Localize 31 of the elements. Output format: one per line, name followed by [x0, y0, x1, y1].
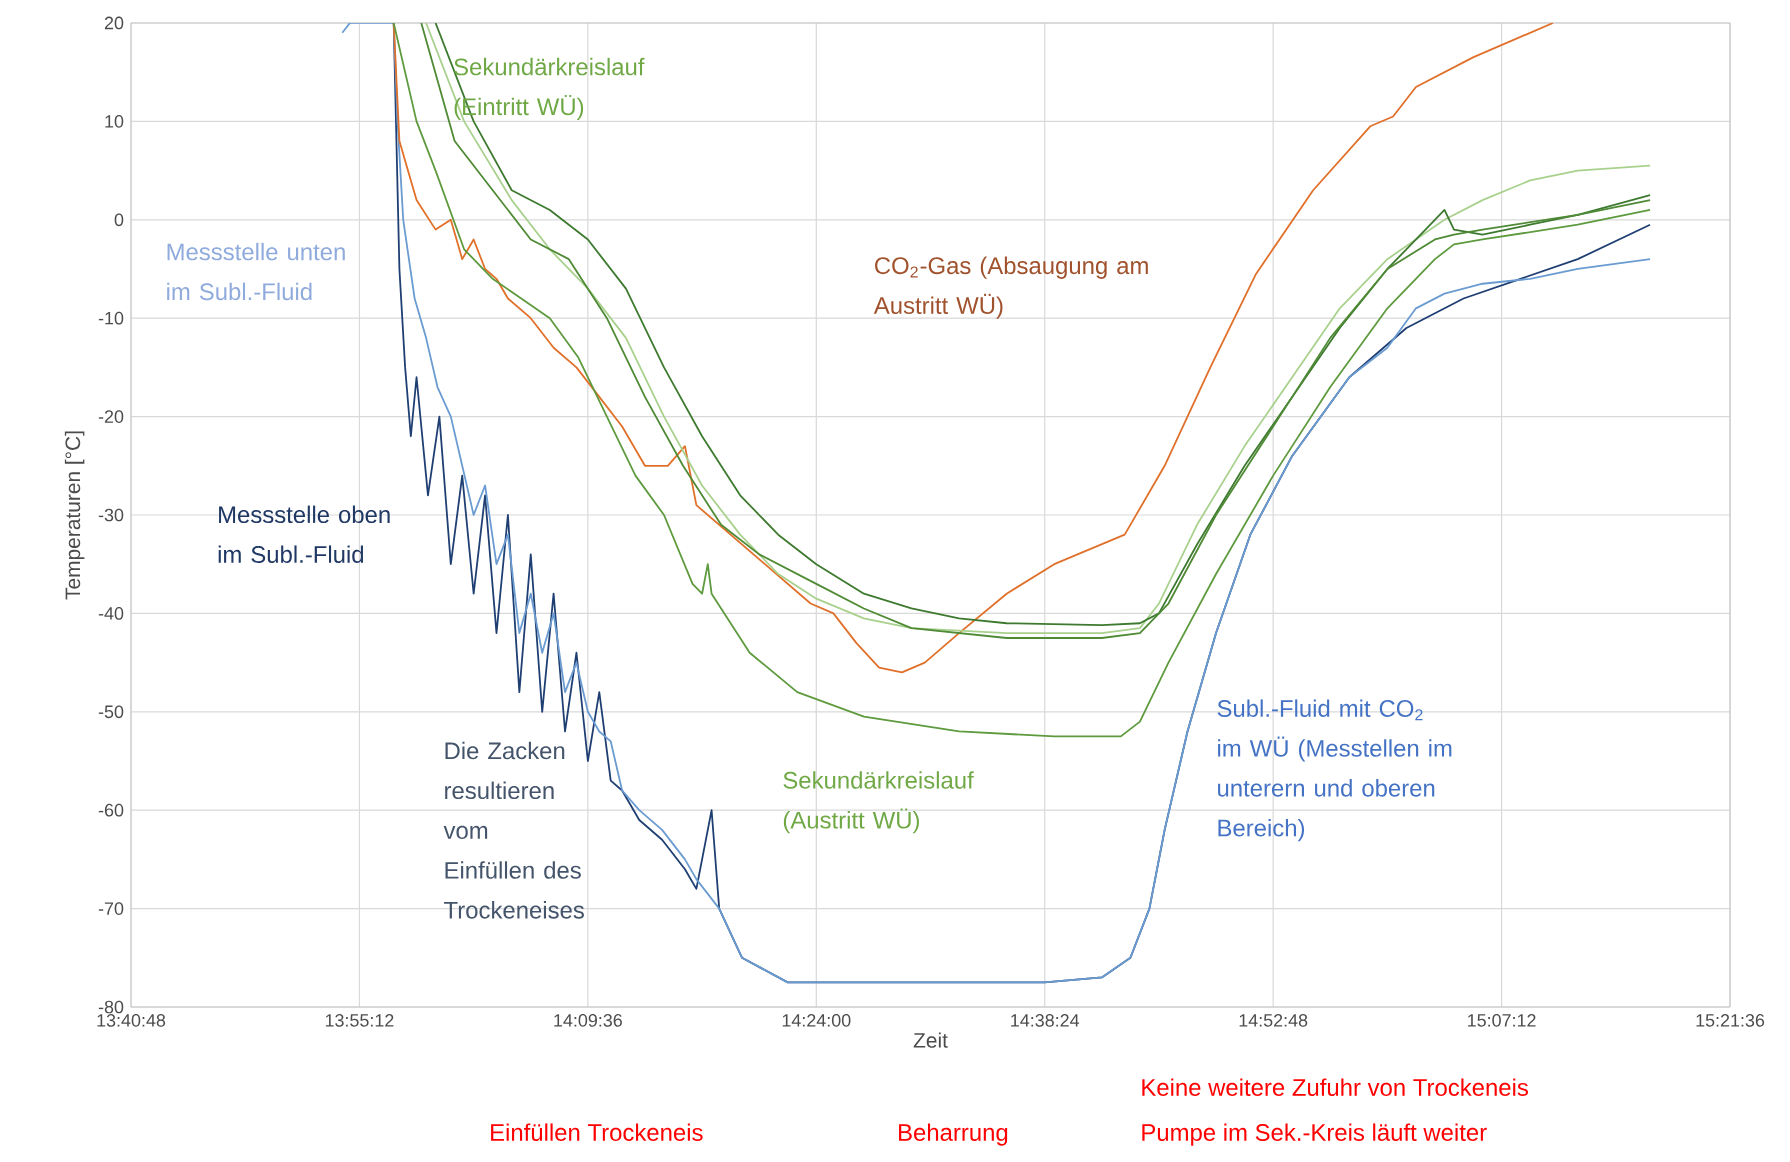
y-tick-label: -10 — [98, 311, 124, 325]
x-tick-label: 14:24:00 — [782, 1014, 851, 1027]
x-tick-label: 15:07:12 — [1468, 1014, 1536, 1027]
annotation: Sekundärkreislauf (Austritt WÜ) — [783, 771, 974, 834]
text: Beharrung — [899, 1123, 1008, 1146]
text: Keine weitere Zufuhr von Trockeneis — [1142, 1078, 1528, 1096]
x-tick-label: 14:09:36 — [554, 1014, 622, 1027]
x-tick-label: 13:40:48 — [97, 1014, 166, 1027]
x-tick-label: 14:52:48 — [1239, 1014, 1308, 1027]
x-tick-label: 13:55:12 — [325, 1014, 394, 1027]
annotation: Messstelle oben im Subl.-Fluid — [218, 505, 390, 563]
y-tick-label: -60 — [98, 803, 124, 817]
x-tick-label: 15:21:36 — [1696, 1014, 1765, 1027]
annotation: CO$_{2}$-Gas (Absaugung am Austritt WÜ) — [873, 256, 1148, 319]
x-axis-title: Zeit — [913, 1032, 948, 1048]
y-tick-label: -20 — [98, 410, 124, 423]
text: Einfüllen Trockeneis — [491, 1123, 703, 1141]
y-tick-label: 10 — [105, 115, 124, 128]
y-tick-label: -40 — [98, 607, 124, 620]
annotation: Die Zacken resultieren vom Einfüllen des Trockeneises — [443, 741, 584, 919]
y-tick-label: -80 — [98, 1000, 124, 1014]
annotation: Subl.-Fluid mit CO$_{2}$ im WÜ (Messtellen im unterern und oberen Bereich) — [1217, 699, 1452, 842]
annotation: Messstelle unten im Subl.-Fluid — [167, 242, 345, 301]
x-tick-label: 14:38:24 — [1011, 1014, 1080, 1027]
y-tick-label: 0 — [114, 213, 124, 227]
y-axis-title: Temperaturen [°C] — [64, 431, 85, 600]
y-tick-label: -30 — [98, 508, 124, 522]
y-tick-label: -70 — [98, 902, 124, 915]
text: Pumpe im Sek.-Kreis läuft weiter — [1142, 1123, 1487, 1146]
y-tick-label: -50 — [98, 705, 124, 719]
y-tick-label: 20 — [104, 16, 124, 30]
